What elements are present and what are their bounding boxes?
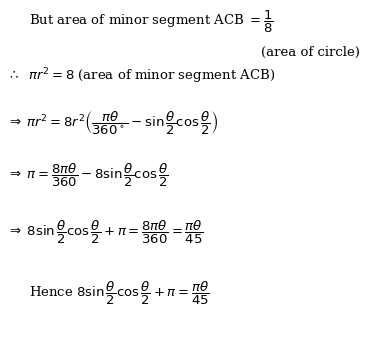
Text: Hence $8\sin\dfrac{\theta}{2}\cos\dfrac{\theta}{2} + \pi = \dfrac{\pi\theta}{45}: Hence $8\sin\dfrac{\theta}{2}\cos\dfrac{…	[29, 280, 210, 307]
Text: $\Rightarrow\; \pi = \dfrac{8\pi\theta}{360} - 8\sin\dfrac{\theta}{2}\cos\dfrac{: $\Rightarrow\; \pi = \dfrac{8\pi\theta}{…	[7, 162, 169, 189]
Text: $\Rightarrow\; 8\sin\dfrac{\theta}{2}\cos\dfrac{\theta}{2} + \pi = \dfrac{8\pi\t: $\Rightarrow\; 8\sin\dfrac{\theta}{2}\co…	[7, 219, 204, 246]
Text: (area of circle): (area of circle)	[261, 46, 360, 59]
Text: $\Rightarrow\; \pi r^2 = 8r^2 \left(\dfrac{\pi\theta}{360^\circ} - \sin\dfrac{\t: $\Rightarrow\; \pi r^2 = 8r^2 \left(\dfr…	[7, 110, 219, 137]
Text: But area of minor segment ACB $= \dfrac{1}{8}$: But area of minor segment ACB $= \dfrac{…	[29, 9, 274, 35]
Text: $\therefore\;$ $\pi r^2 = 8$ (area of minor segment ACB): $\therefore\;$ $\pi r^2 = 8$ (area of mi…	[7, 66, 276, 86]
